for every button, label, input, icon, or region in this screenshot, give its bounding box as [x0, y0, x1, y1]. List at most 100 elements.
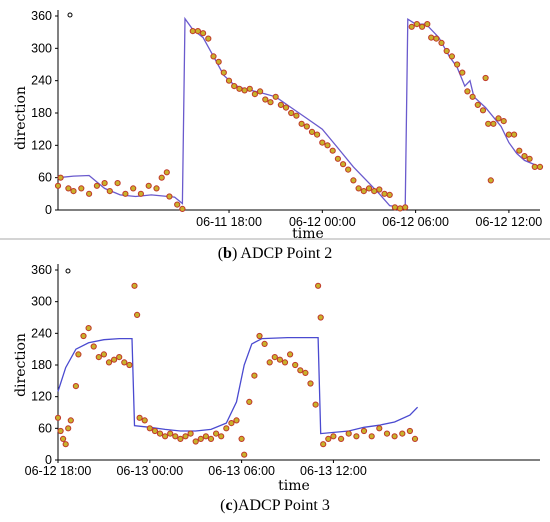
observation-point: [131, 282, 138, 289]
observation-point: [78, 185, 85, 192]
observation-point: [454, 61, 461, 68]
y-tick-label: 360: [31, 263, 52, 277]
y-tick-label: 60: [38, 421, 52, 435]
observation-point: [223, 425, 230, 432]
observation-point: [424, 21, 431, 28]
observation-point: [282, 104, 290, 111]
observation-point: [189, 28, 196, 35]
observation-point: [54, 182, 62, 189]
observation-point: [371, 188, 378, 195]
observation-point: [485, 120, 492, 127]
observation-point: [308, 128, 316, 135]
observation-point: [516, 147, 523, 154]
observation-point: [319, 139, 326, 146]
observation-point: [93, 182, 101, 189]
observation-point: [391, 433, 398, 440]
observation-point: [141, 417, 148, 424]
observation-point: [67, 417, 74, 424]
observation-point: [246, 85, 253, 92]
observation-point: [325, 435, 332, 442]
observation-point: [114, 180, 121, 187]
observation-point: [205, 35, 212, 42]
observation-point: [338, 435, 345, 442]
x-tick-label: 06-13 00:00: [116, 464, 183, 478]
observation-point: [187, 430, 194, 437]
observation-point: [297, 367, 304, 374]
observation-point: [137, 190, 144, 197]
observation-point: [482, 74, 489, 82]
observation-point: [75, 351, 82, 358]
observation-point: [213, 430, 220, 437]
observation-point: [272, 93, 279, 100]
observation-point: [72, 383, 80, 390]
panel-b-xlabel: time: [292, 226, 324, 242]
observation-point: [303, 123, 310, 130]
observation-point: [402, 204, 409, 211]
observation-point: [334, 155, 341, 162]
observation-point: [194, 28, 201, 35]
observation-point: [302, 369, 309, 376]
observation-point: [438, 39, 445, 47]
observation-point: [271, 354, 278, 361]
observation-point: [487, 177, 494, 184]
observation-point: [329, 147, 336, 154]
observation-point: [246, 398, 253, 405]
observation-point: [251, 372, 258, 379]
observation-point: [320, 441, 327, 448]
observation-point: [182, 433, 189, 440]
observation-point: [192, 438, 199, 445]
observation-point: [62, 441, 69, 448]
observation-point: [360, 188, 367, 195]
observation-point: [238, 435, 245, 442]
observation-point: [317, 314, 324, 321]
observation-point: [57, 174, 64, 181]
panel-b-chart: direction time (b) ADCP Point 2 0 60 120 18…: [0, 9, 550, 262]
observation-point: [276, 356, 283, 363]
panel-c-chart: direction time (c)ADCP Point 3 0 60 120 180…: [13, 263, 540, 514]
observation-point: [267, 99, 274, 106]
x-tick-label: 06-12 06:00: [382, 215, 449, 229]
observation-point: [287, 351, 294, 358]
observation-point: [177, 435, 184, 442]
observation-point: [266, 359, 273, 366]
observation-point: [288, 109, 295, 117]
observation-point: [174, 201, 181, 208]
observation-point: [345, 166, 352, 173]
observation-point: [153, 185, 160, 192]
observation-point: [312, 401, 319, 408]
y-tick-label: 300: [31, 295, 52, 309]
observation-point: [350, 177, 357, 184]
observation-point: [298, 120, 305, 127]
observation-point: [469, 93, 476, 100]
observation-point: [86, 190, 93, 197]
observation-point: [80, 332, 87, 340]
model-line: [57, 16, 541, 210]
observation-point: [500, 118, 507, 125]
observation-point: [536, 163, 544, 170]
observation-point: [277, 101, 284, 109]
observation-point: [315, 282, 322, 289]
observation-point: [521, 153, 528, 160]
x-tick-label: 06-12 18:00: [25, 464, 92, 478]
observation-point: [408, 23, 415, 30]
observation-point: [85, 325, 92, 332]
observation-point: [292, 361, 299, 369]
observation-point: [399, 430, 406, 437]
observation-point: [236, 85, 243, 92]
observation-point: [376, 425, 383, 432]
observation-point: [54, 414, 62, 421]
x-tick-label: 06-13 12:00: [300, 464, 367, 478]
observation-point: [386, 191, 393, 198]
observation-point: [413, 21, 420, 28]
observation-point: [130, 185, 137, 192]
observation-point: [111, 356, 118, 363]
x-tick-label: 06-12 12:00: [476, 215, 543, 229]
observation-point: [360, 427, 368, 435]
observation-point: [65, 185, 72, 192]
observation-point: [505, 131, 512, 138]
panel-c-xlabel: time: [278, 478, 310, 494]
observation-point: [256, 332, 263, 340]
observation-point: [233, 417, 240, 424]
observation-point: [151, 427, 158, 435]
